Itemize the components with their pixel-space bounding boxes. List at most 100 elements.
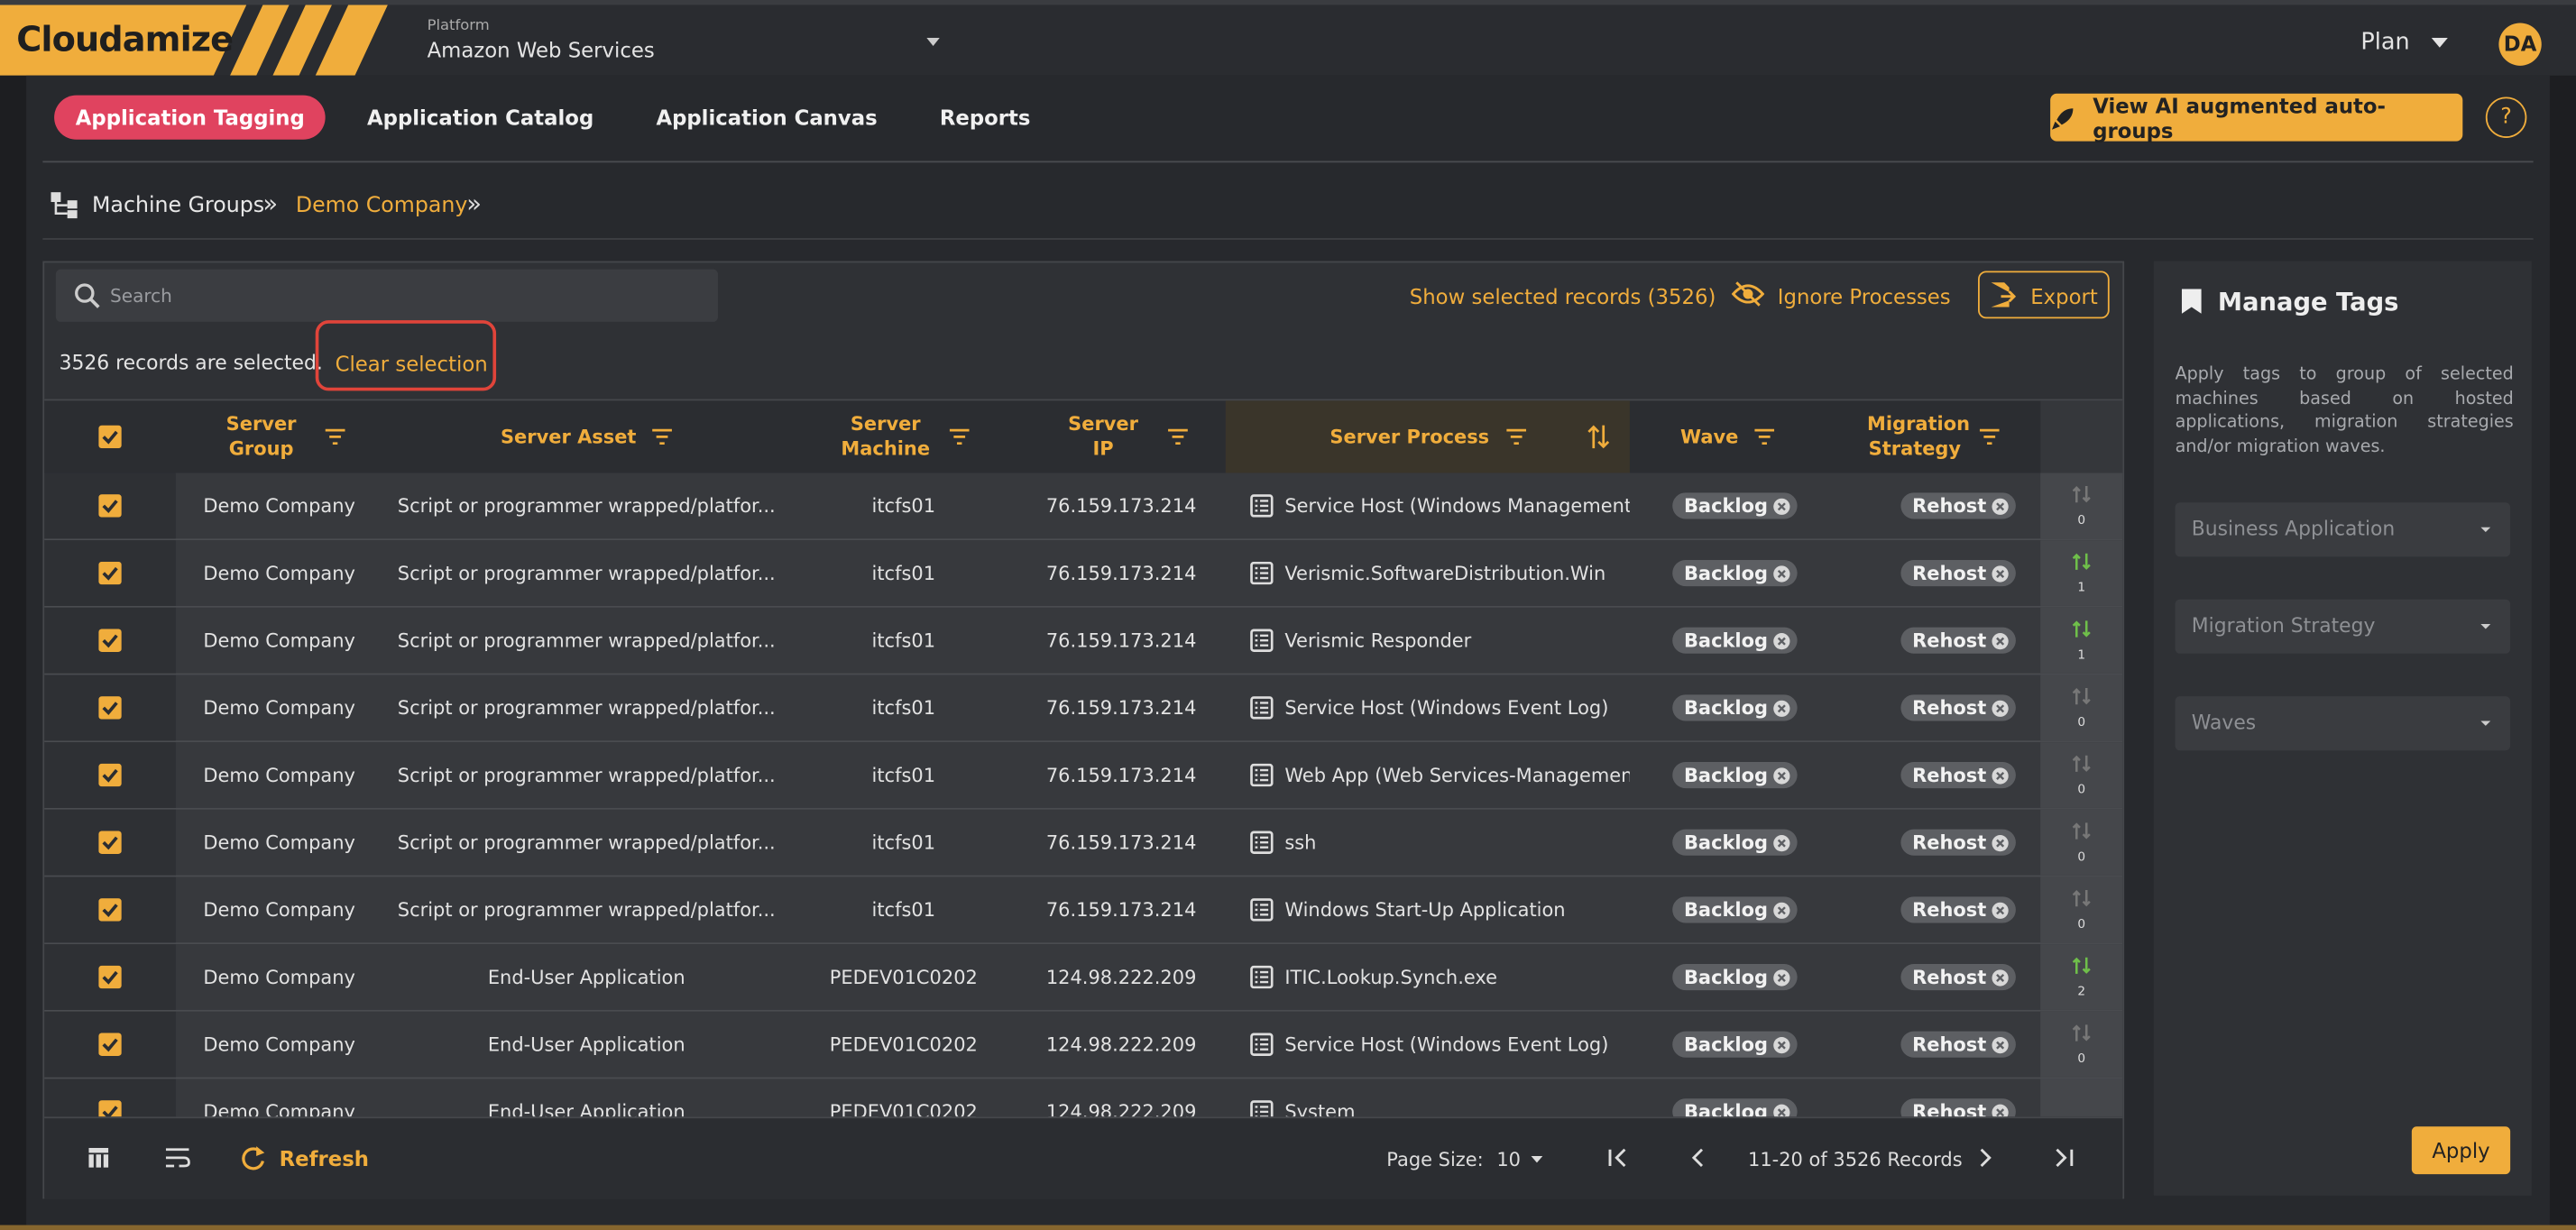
remove-tag[interactable] (1992, 497, 2010, 515)
tag-dropdown[interactable]: Waves (2175, 696, 2511, 751)
table-row[interactable]: Demo Company End-User Application PEDEV01C… (44, 1011, 2123, 1079)
platform-select[interactable]: Amazon Web Services (427, 37, 655, 63)
page-size-select[interactable]: 10 (1496, 1147, 1521, 1171)
filter-icon[interactable] (1167, 428, 1187, 445)
prev-page-button[interactable] (1688, 1146, 1711, 1169)
remove-tag[interactable] (1992, 631, 2010, 649)
row-checkbox[interactable] (98, 561, 122, 585)
platform-caret[interactable] (926, 37, 940, 46)
column-header[interactable]: Server Machine (790, 400, 1017, 473)
remove-tag[interactable] (1992, 1103, 2010, 1117)
help-button[interactable]: ? (2485, 96, 2527, 138)
plan-menu[interactable]: Plan (2360, 29, 2410, 56)
table-row[interactable]: Demo Company Script or programmer wrapped… (44, 540, 2123, 608)
plan-caret[interactable] (2431, 37, 2448, 48)
remove-tag[interactable] (1992, 901, 2010, 919)
column-header[interactable]: Migration Strategy (1826, 400, 2041, 473)
filter-icon[interactable] (949, 428, 970, 445)
first-page-button[interactable] (1606, 1146, 1630, 1169)
nav-tab[interactable]: Application Canvas (656, 105, 878, 130)
nav-tab[interactable]: Reports (939, 105, 1031, 130)
link-icon[interactable] (2072, 956, 2092, 976)
next-page-button[interactable] (1973, 1146, 1997, 1169)
table-row[interactable]: Demo Company Script or programmer wrapped… (44, 607, 2123, 675)
remove-tag[interactable] (1992, 565, 2010, 583)
ignore-processes-button[interactable]: Ignore Processes (1777, 284, 1951, 309)
table-row[interactable]: Demo Company End-User Application PEDEV01C… (44, 1079, 2123, 1117)
page-size-caret[interactable] (1531, 1156, 1543, 1163)
row-checkbox[interactable] (98, 629, 122, 652)
row-checkbox[interactable] (98, 1033, 122, 1056)
sort-icon[interactable] (1587, 424, 1611, 450)
link-icon[interactable] (2072, 822, 2092, 841)
tag-dropdown[interactable]: Migration Strategy (2175, 599, 2511, 654)
filter-icon[interactable] (1505, 428, 1526, 445)
filter-icon[interactable] (1754, 428, 1775, 445)
apply-button[interactable]: Apply (2411, 1126, 2511, 1175)
link-icon[interactable] (2072, 888, 2092, 908)
clear-selection-button[interactable]: Clear selection (335, 351, 488, 377)
link-icon[interactable] (2072, 484, 2092, 504)
remove-tag[interactable] (1992, 968, 2010, 987)
wave-chip-label: Backlog (1683, 696, 1769, 720)
remove-tag[interactable] (1992, 1035, 2010, 1053)
avatar[interactable]: DA (2498, 23, 2542, 66)
row-checkbox[interactable] (98, 696, 122, 720)
link-icon[interactable] (2072, 754, 2092, 774)
refresh-button[interactable]: Refresh (279, 1146, 369, 1171)
table-row[interactable]: Demo Company Script or programmer wrapped… (44, 809, 2123, 877)
filter-icon[interactable] (1978, 428, 1999, 445)
remove-tag[interactable] (1772, 497, 1790, 515)
column-header[interactable]: Server Group (176, 400, 383, 473)
nav-tab[interactable]: Application Tagging (54, 95, 327, 140)
remove-tag[interactable] (1992, 699, 2010, 717)
link-icon[interactable] (2072, 552, 2092, 572)
column-header[interactable]: Server Process (1225, 400, 1630, 473)
ai-button[interactable]: View AI augmented auto-groups (2050, 93, 2463, 142)
export-button[interactable]: Export (1978, 271, 2110, 319)
table-row[interactable]: Demo Company End-User Application PEDEV01C… (44, 944, 2123, 1012)
remove-tag[interactable] (1772, 968, 1790, 987)
column-header[interactable]: Server Asset (382, 400, 790, 473)
tag-dropdown[interactable]: Business Application (2175, 502, 2511, 557)
select-all-checkbox[interactable] (98, 425, 122, 449)
last-page-button[interactable] (2052, 1146, 2075, 1169)
refresh-icon[interactable] (240, 1143, 266, 1172)
wrap-icon[interactable] (164, 1146, 190, 1169)
link-count: 0 (2077, 512, 2086, 528)
remove-tag[interactable] (1992, 833, 2010, 851)
column-header[interactable]: Wave (1630, 400, 1826, 473)
table-row[interactable]: Demo Company Script or programmer wrapped… (44, 742, 2123, 810)
breadcrumb-current[interactable]: Demo Company (295, 193, 468, 219)
table-row[interactable]: Demo Company Script or programmer wrapped… (44, 473, 2123, 541)
filter-icon[interactable] (652, 428, 673, 445)
filter-icon[interactable] (325, 428, 345, 445)
link-icon[interactable] (2072, 620, 2092, 639)
show-selected-button[interactable]: Show selected records (3526) (1409, 284, 1716, 309)
row-checkbox[interactable] (98, 831, 122, 854)
remove-tag[interactable] (1772, 766, 1790, 785)
columns-icon[interactable] (88, 1147, 109, 1168)
row-checkbox[interactable] (98, 494, 122, 518)
remove-tag[interactable] (1772, 1035, 1790, 1053)
remove-tag[interactable] (1772, 699, 1790, 717)
remove-tag[interactable] (1772, 833, 1790, 851)
row-checkbox[interactable] (98, 763, 122, 787)
remove-tag[interactable] (1772, 1103, 1790, 1117)
nav-tab[interactable]: Application Catalog (367, 105, 594, 130)
column-header[interactable]: Server IP (1017, 400, 1225, 473)
row-checkbox[interactable] (98, 1100, 122, 1117)
table-row[interactable]: Demo Company Script or programmer wrapped… (44, 877, 2123, 945)
remove-tag[interactable] (1772, 631, 1790, 649)
row-checkbox[interactable] (98, 898, 122, 922)
remove-tag[interactable] (1772, 565, 1790, 583)
link-icon[interactable] (2072, 1023, 2092, 1043)
link-icon[interactable] (2072, 686, 2092, 706)
remove-tag[interactable] (1992, 766, 2010, 785)
remove-tag[interactable] (1772, 901, 1790, 919)
breadcrumb-link[interactable]: Machine Groups (92, 193, 265, 219)
search-box[interactable]: Search (55, 269, 718, 322)
table-row[interactable]: Demo Company Script or programmer wrapped… (44, 675, 2123, 743)
row-checkbox[interactable] (98, 965, 122, 989)
count-cell: 2 (2040, 944, 2123, 1010)
